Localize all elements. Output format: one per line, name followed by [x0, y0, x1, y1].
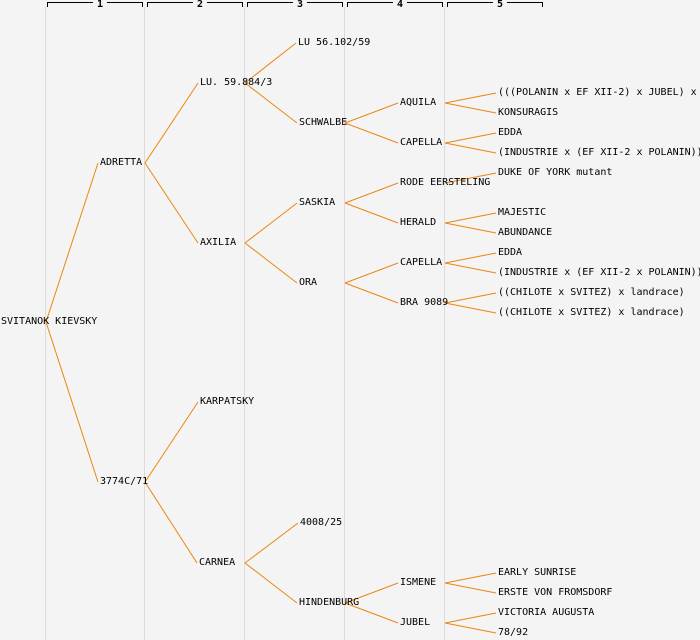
generation-number: 1	[92, 0, 108, 10]
pedigree-edge-line	[344, 102, 399, 124]
tree-node-label[interactable]: JUBEL	[400, 617, 431, 628]
pedigree-edge-line	[244, 242, 298, 284]
generation-bracket: 1	[47, 0, 143, 10]
generation-bracket: 4	[347, 0, 443, 10]
tree-node-label[interactable]: RODE EERSTELING	[400, 177, 491, 188]
tree-node-label[interactable]: HINDENBURG	[299, 597, 360, 608]
tree-node-label[interactable]: EDDA	[498, 127, 523, 138]
pedigree-edge-line	[344, 602, 399, 624]
pedigree-edge-line	[344, 262, 399, 284]
tree-node-label[interactable]: ISMENE	[400, 577, 437, 588]
pedigree-edge-line	[444, 262, 497, 274]
pedigree-edge-line	[444, 302, 497, 314]
column-gridline	[144, 7, 145, 640]
pedigree-edge-line	[344, 182, 399, 204]
tree-node-label[interactable]: 4008/25	[300, 517, 343, 528]
pedigree-edge-line	[444, 622, 497, 634]
pedigree-edge-line	[144, 82, 199, 164]
tree-node-label[interactable]: SCHWALBE	[299, 117, 348, 128]
pedigree-edge-line	[144, 481, 198, 564]
tree-node-label[interactable]: (((POLANIN x EF XII-2) x JUBEL) x	[498, 87, 697, 98]
tree-node-label[interactable]: MAJESTIC	[498, 207, 547, 218]
pedigree-edge-line	[444, 222, 497, 234]
pedigree-edge-line	[344, 122, 399, 144]
tree-node-label[interactable]: ((CHILOTE x SVITEZ) x landrace)	[498, 307, 685, 318]
tree-node-label[interactable]: CAPELLA	[400, 257, 443, 268]
tree-node-label[interactable]: KONSURAGIS	[498, 107, 559, 118]
tree-node-label[interactable]: LU 56.102/59	[298, 37, 371, 48]
pedigree-edge-line	[45, 321, 99, 483]
tree-node-label[interactable]: VICTORIA AUGUSTA	[498, 607, 595, 618]
generation-number: 3	[292, 0, 308, 10]
pedigree-edge-line	[444, 252, 497, 264]
generation-bracket: 2	[147, 0, 243, 10]
pedigree-edge-line	[244, 42, 297, 84]
pedigree-edge-line	[444, 292, 497, 304]
tree-node-label[interactable]: ABUNDANCE	[498, 227, 553, 238]
tree-node-label[interactable]: AQUILA	[400, 97, 437, 108]
tree-node-label[interactable]: AXILIA	[200, 237, 237, 248]
tree-node-label[interactable]: ADRETTA	[100, 157, 143, 168]
pedigree-edge-line	[144, 162, 199, 244]
pedigree-edge-line	[244, 562, 298, 604]
generation-bracket: 3	[247, 0, 343, 10]
pedigree-edge-line	[244, 82, 298, 124]
column-gridline	[344, 7, 345, 640]
pedigree-edge-line	[444, 612, 497, 624]
pedigree-edge-line	[444, 132, 497, 144]
pedigree-edge-line	[444, 582, 497, 594]
tree-node-label[interactable]: HERALD	[400, 217, 437, 228]
pedigree-edge-line	[144, 401, 199, 483]
tree-node-label[interactable]: ERSTE VON FROMSDORF	[498, 587, 613, 598]
tree-node-label[interactable]: CARNEA	[199, 557, 236, 568]
pedigree-edge-line	[444, 102, 497, 114]
generation-number: 2	[192, 0, 208, 10]
tree-node-label[interactable]: LU. 59.884/3	[200, 77, 273, 88]
tree-node-label[interactable]: (INDUSTRIE x (EF XII-2 x POLANIN))	[498, 147, 700, 158]
pedigree-edge-line	[444, 172, 497, 184]
pedigree-edge-line	[344, 282, 399, 304]
pedigree-edge-line	[444, 142, 497, 154]
tree-node-label[interactable]: EARLY SUNRISE	[498, 567, 577, 578]
tree-node-label[interactable]: BRA 9089	[400, 297, 449, 308]
tree-node-label[interactable]: SVITANOK KIEVSKY	[1, 316, 98, 327]
pedigree-edge-line	[45, 162, 99, 323]
tree-node-label[interactable]: KARPATSKY	[200, 396, 255, 407]
column-gridline	[444, 7, 445, 640]
tree-node-label[interactable]: (INDUSTRIE x (EF XII-2 x POLANIN))	[498, 267, 700, 278]
generation-number: 5	[492, 0, 508, 10]
generation-number: 4	[392, 0, 408, 10]
column-gridline	[45, 7, 46, 640]
column-gridline	[244, 7, 245, 640]
tree-node-label[interactable]: DUKE OF YORK mutant	[498, 167, 613, 178]
pedigree-edge-line	[344, 202, 399, 224]
tree-node-label[interactable]: ((CHILOTE x SVITEZ) x landrace)	[498, 287, 685, 298]
tree-node-label[interactable]: 3774C/71	[100, 476, 149, 487]
pedigree-edge-line	[444, 212, 497, 224]
tree-node-label[interactable]: CAPELLA	[400, 137, 443, 148]
tree-node-label[interactable]: 78/92	[498, 627, 529, 638]
generation-bracket: 5	[447, 0, 543, 10]
pedigree-edge-line	[444, 572, 497, 584]
tree-node-label[interactable]: SASKIA	[299, 197, 336, 208]
pedigree-edge-line	[444, 92, 497, 104]
tree-node-label[interactable]: ORA	[299, 277, 318, 288]
pedigree-edge-line	[244, 522, 299, 564]
pedigree-edge-line	[344, 582, 399, 604]
pedigree-edge-line	[244, 202, 298, 244]
tree-node-label[interactable]: EDDA	[498, 247, 523, 258]
